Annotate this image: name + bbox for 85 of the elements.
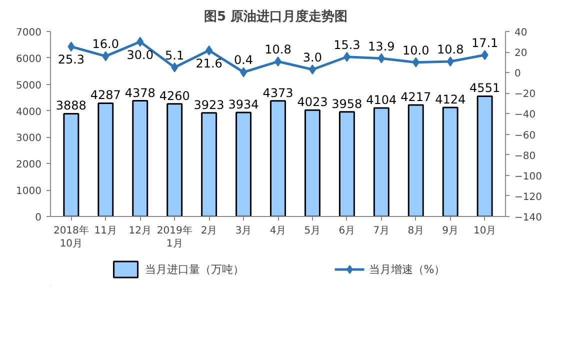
point bbox=[343, 52, 350, 62]
x-tick-label: 6月 bbox=[338, 226, 356, 236]
x-tick-label: 8月 bbox=[408, 226, 424, 236]
bar bbox=[304, 109, 320, 216]
x-tick-label: 2019年 1月 bbox=[156, 224, 192, 250]
data-label: 3923 bbox=[194, 98, 224, 112]
x-tick-label: 5月 bbox=[304, 226, 321, 236]
data-label: 25.3 bbox=[58, 52, 85, 67]
chart-title: 图5 原油进口月度走势图 bbox=[204, 8, 348, 24]
y-tick-label: 5000 bbox=[16, 80, 42, 92]
data-label: 4551 bbox=[470, 81, 500, 96]
y2-tick-label: −80 bbox=[514, 150, 536, 162]
y2-tick-label: −100 bbox=[514, 171, 542, 182]
x-tick-label: 2018年 10月 bbox=[53, 224, 89, 250]
data-label: 30.0 bbox=[126, 48, 154, 62]
y2-tick-label: 0 bbox=[514, 68, 521, 80]
data-label: 3888 bbox=[56, 98, 86, 113]
y-tick-label: 1000 bbox=[16, 186, 42, 198]
y2-tick-label: −40 bbox=[514, 110, 536, 121]
y-tick-label: 6000 bbox=[16, 54, 42, 65]
y2-tick-label: 40 bbox=[514, 28, 528, 38]
y-tick-label: 4000 bbox=[16, 106, 42, 118]
x-tick-label: 3月 bbox=[235, 226, 252, 236]
x-tick-label: 10月 bbox=[473, 226, 496, 236]
data-label: 4023 bbox=[297, 95, 328, 110]
bar bbox=[270, 100, 286, 216]
data-label: 21.6 bbox=[196, 56, 222, 70]
bar bbox=[201, 112, 218, 216]
legend-label: 当月进口量（万吨） bbox=[144, 262, 244, 276]
y-tick-label: 0 bbox=[35, 212, 42, 224]
bar bbox=[98, 102, 114, 216]
x-tick-label: 12月 bbox=[128, 226, 152, 236]
data-label: 0.4 bbox=[234, 53, 254, 68]
x-tick-label: 9月 bbox=[442, 226, 459, 236]
bar bbox=[408, 104, 424, 216]
bar bbox=[338, 111, 355, 216]
data-label: 10.8 bbox=[436, 42, 464, 57]
y2-tick-label: −60 bbox=[514, 130, 536, 142]
legend-label: 当月增速（%） bbox=[368, 262, 446, 276]
data-label: 15.3 bbox=[334, 38, 360, 52]
x-tick-label: 2月 bbox=[200, 226, 218, 236]
bar bbox=[236, 112, 252, 216]
x-tick-label: 7月 bbox=[373, 226, 390, 236]
data-label: 3.0 bbox=[302, 50, 322, 65]
point bbox=[136, 36, 144, 47]
point bbox=[206, 45, 213, 56]
data-label: 16.0 bbox=[92, 37, 120, 52]
y-tick-label: 3000 bbox=[16, 133, 42, 144]
data-label: 4124 bbox=[435, 92, 466, 107]
data-label: 4104 bbox=[366, 93, 397, 108]
data-label: 10.8 bbox=[264, 42, 292, 57]
bar bbox=[166, 103, 183, 216]
point bbox=[240, 67, 248, 78]
y2-tick-label: 20 bbox=[514, 48, 528, 60]
data-label: 13.9 bbox=[368, 39, 395, 54]
point bbox=[481, 50, 488, 60]
data-label: 4217 bbox=[400, 90, 432, 104]
y2-tick-label: −20 bbox=[514, 89, 536, 100]
x-tick-label: 11月 bbox=[94, 226, 118, 236]
data-label: 3934 bbox=[228, 98, 259, 112]
point bbox=[171, 62, 178, 72]
data-label: 4373 bbox=[262, 86, 294, 100]
data-label: 4378 bbox=[124, 86, 156, 100]
point bbox=[102, 51, 110, 62]
point bbox=[446, 56, 454, 67]
y2-tick-label: −140 bbox=[514, 212, 542, 224]
y-tick-label: 2000 bbox=[16, 160, 42, 171]
bar bbox=[373, 107, 390, 216]
data-label: 5.1 bbox=[165, 48, 184, 62]
data-label: 4287 bbox=[90, 88, 121, 102]
point bbox=[68, 42, 75, 52]
point bbox=[308, 64, 316, 75]
x-tick-label: 4月 bbox=[270, 226, 286, 236]
bar bbox=[442, 106, 458, 216]
y2-tick-label: −120 bbox=[514, 192, 542, 203]
data-label: 10.0 bbox=[402, 43, 430, 58]
bar bbox=[63, 112, 80, 216]
bar bbox=[476, 95, 493, 216]
bar bbox=[132, 100, 148, 216]
data-label: 4260 bbox=[159, 88, 190, 103]
y-tick-label: 7000 bbox=[16, 28, 42, 38]
data-label: 3958 bbox=[332, 96, 362, 111]
point bbox=[412, 57, 420, 68]
point bbox=[378, 53, 385, 64]
data-label: 17.1 bbox=[471, 36, 498, 50]
